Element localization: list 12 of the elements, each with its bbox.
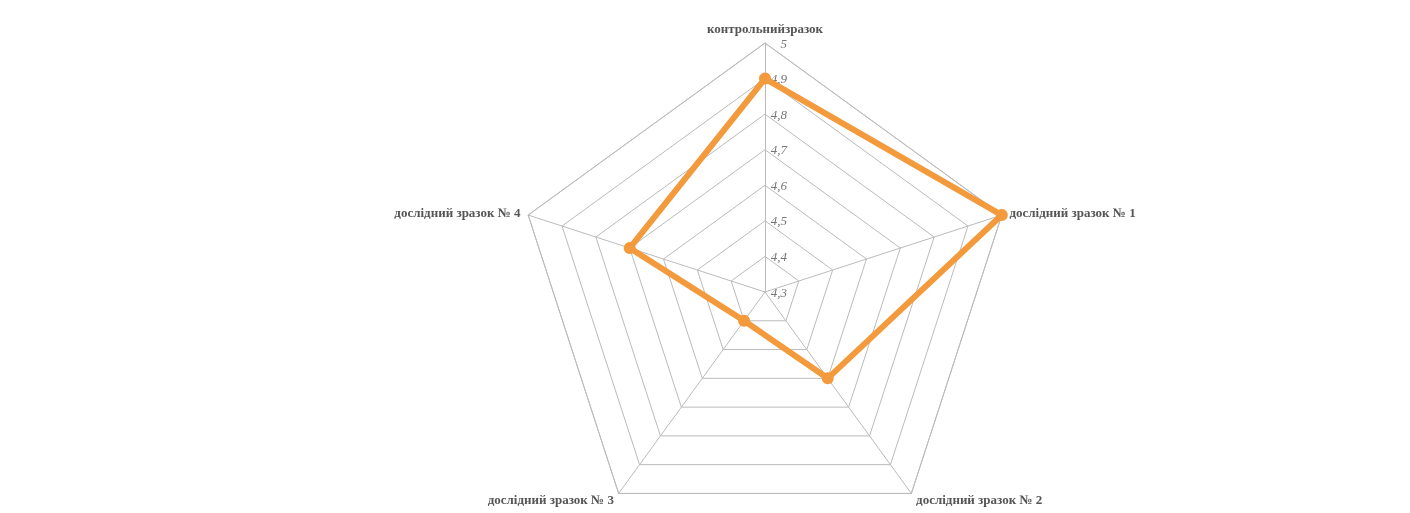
- y-tick-label: 4,4: [770, 248, 788, 264]
- spoke-label: контрольнийзразок: [706, 21, 824, 36]
- y-tick-label: 4,6: [770, 177, 788, 193]
- spoke-label: дослідний зразок № 3: [487, 492, 615, 508]
- spoke-label: дослідний зразок № 4: [394, 205, 522, 221]
- spoke-label: дослідний зразок № 1: [1009, 205, 1136, 221]
- y-tick-label: 4,8: [770, 106, 788, 122]
- y-tick-label: 5: [780, 35, 788, 51]
- y-tick-label: 4,5: [770, 213, 788, 229]
- y-tick-label: 4,3: [770, 284, 788, 300]
- y-tick-label: 4,7: [770, 142, 788, 158]
- spoke-label: дослідний зразок № 2: [916, 492, 1043, 508]
